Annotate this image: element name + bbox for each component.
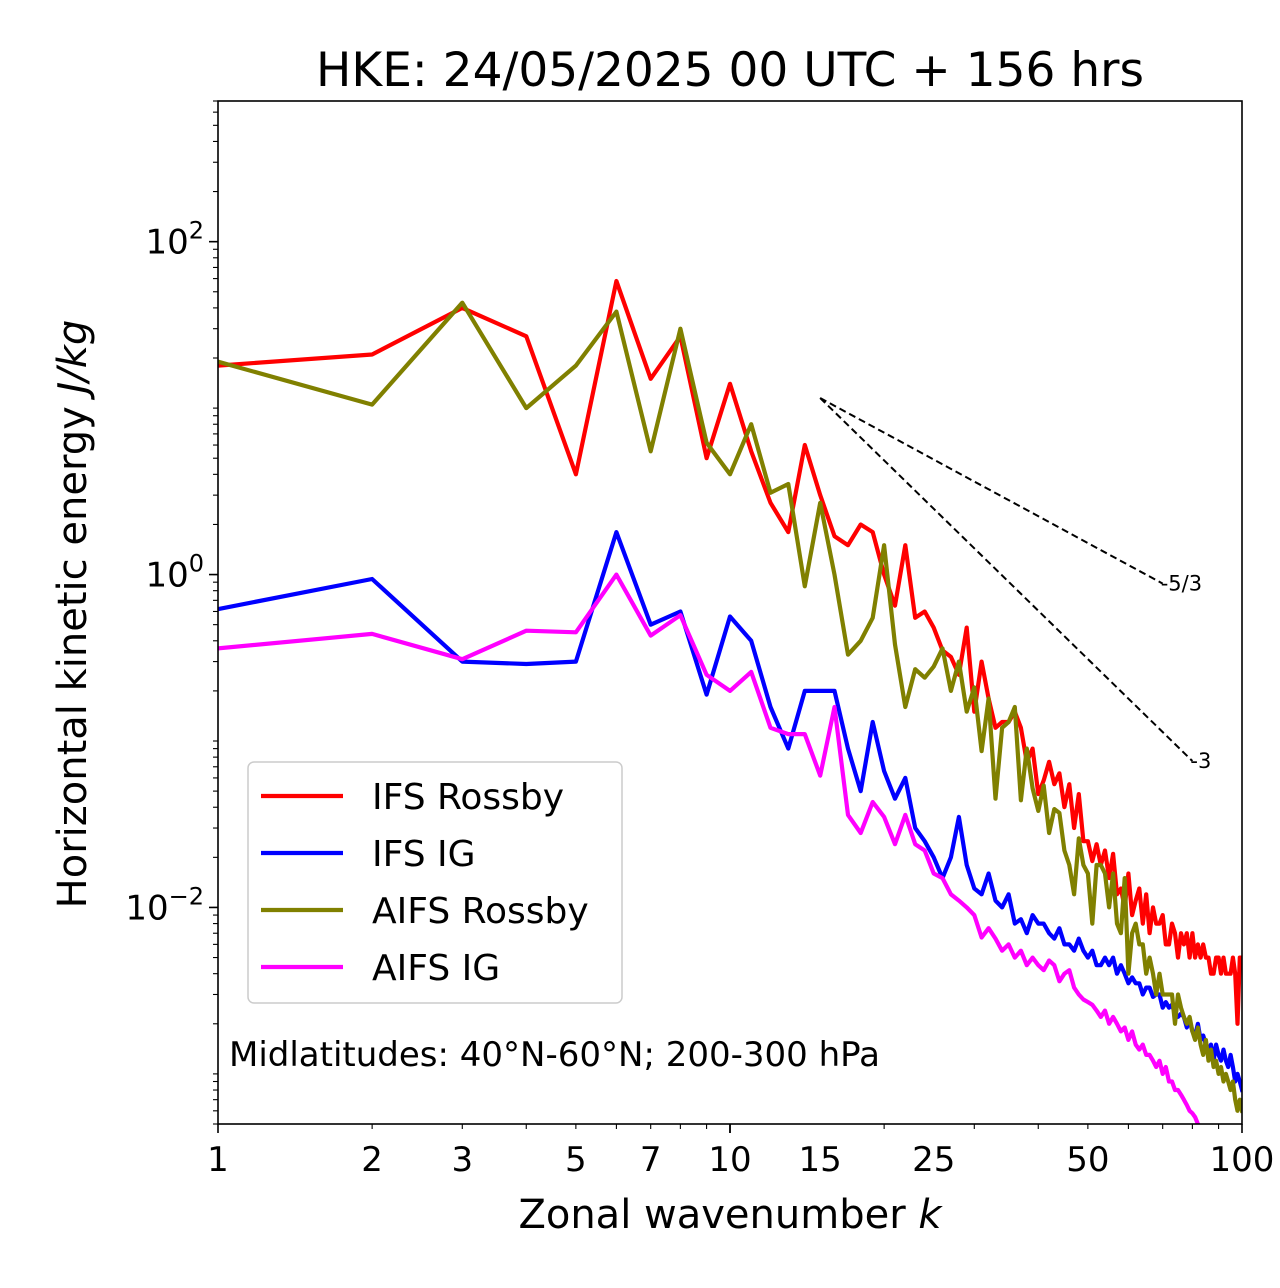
- y-tick-label: 100: [145, 550, 204, 596]
- legend-box: [247, 761, 623, 1004]
- y-tick-base: 10: [125, 888, 168, 928]
- x-tick-label: 7: [640, 1140, 662, 1180]
- chart-title: HKE: 24/05/2025 00 UTC + 156 hrs: [316, 43, 1144, 98]
- y-tick-exponent: 2: [189, 217, 204, 245]
- legend-label-0: IFS Rossby: [372, 777, 564, 818]
- slope-line-1: [819, 397, 1194, 762]
- legend-label-2: AIFS Rossby: [372, 891, 589, 932]
- x-axis-label-text: Zonal wavenumber: [518, 1192, 918, 1238]
- legend-label-1: IFS IG: [372, 834, 476, 875]
- y-tick-base: 10: [145, 223, 188, 263]
- y-tick-exponent: 0: [189, 550, 204, 578]
- x-tick-label: 100: [1210, 1140, 1275, 1180]
- x-tick-label: 5: [565, 1140, 587, 1180]
- x-tick-label: 15: [799, 1140, 842, 1180]
- y-tick-base: 10: [145, 556, 188, 596]
- x-tick-label: 10: [708, 1140, 751, 1180]
- series-line-2: [218, 300, 1242, 1114]
- x-tick-label: 25: [912, 1140, 955, 1180]
- y-axis-label-unit: J/kg: [50, 320, 96, 401]
- slope-label-0: -5/3: [1161, 572, 1202, 596]
- x-axis-label-variable: k: [918, 1192, 943, 1238]
- y-axis-label: Horizontal kinetic energy J/kg: [50, 320, 96, 909]
- region-annotation: Midlatitudes: 40°N-60°N; 200-300 hPa: [229, 1035, 880, 1075]
- slope-label-1: -3: [1190, 749, 1211, 773]
- x-tick-label: 50: [1066, 1140, 1109, 1180]
- x-tick-label: 1: [207, 1140, 229, 1180]
- y-tick-label: 102: [145, 217, 204, 263]
- x-axis-label: Zonal wavenumber k: [518, 1192, 943, 1238]
- x-tick-label: 2: [361, 1140, 383, 1180]
- series-line-1: [218, 529, 1242, 1093]
- y-tick-label: 10−2: [125, 882, 204, 928]
- legend-label-3: AIFS IG: [372, 948, 500, 989]
- y-axis-label-text: Horizontal kinetic energy: [50, 394, 96, 909]
- series-line-3: [218, 572, 1201, 1124]
- x-axis: 1 2 3 5 7 10 15 25 50 100: [207, 1124, 1274, 1180]
- series-line-0: [218, 278, 1242, 1026]
- x-tick-label: 3: [451, 1140, 473, 1180]
- y-tick-exponent: −2: [169, 882, 204, 910]
- legend: IFS Rossby IFS IG AIFS Rossby AIFS IG: [247, 761, 623, 1004]
- series-layer: [218, 278, 1242, 1124]
- reference-slopes: -5/3 -3: [819, 397, 1211, 773]
- slope-line-0: [819, 397, 1164, 585]
